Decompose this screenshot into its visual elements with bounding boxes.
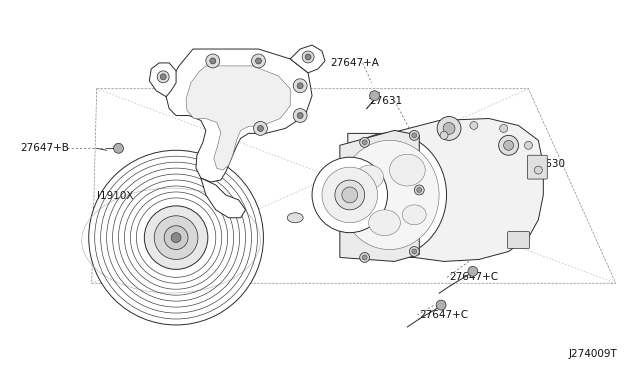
Circle shape [417, 187, 422, 192]
Circle shape [312, 157, 387, 232]
Text: 27630: 27630 [532, 159, 565, 169]
Circle shape [302, 51, 314, 63]
Circle shape [362, 255, 367, 260]
Circle shape [360, 137, 370, 147]
Circle shape [154, 216, 198, 259]
FancyBboxPatch shape [527, 155, 547, 179]
Circle shape [499, 135, 518, 155]
Circle shape [342, 187, 358, 203]
Text: 27633: 27633 [149, 228, 182, 238]
Circle shape [255, 58, 262, 64]
Circle shape [412, 249, 417, 254]
Circle shape [410, 131, 419, 140]
Ellipse shape [350, 197, 370, 213]
Circle shape [160, 74, 166, 80]
Circle shape [305, 54, 311, 60]
Circle shape [410, 247, 419, 256]
Ellipse shape [369, 210, 401, 235]
Circle shape [257, 125, 264, 131]
Circle shape [412, 133, 417, 138]
Ellipse shape [287, 213, 303, 223]
Circle shape [443, 122, 455, 134]
Circle shape [339, 198, 344, 202]
Circle shape [437, 116, 461, 140]
Text: 27647+B: 27647+B [20, 143, 69, 153]
Circle shape [362, 140, 367, 145]
Polygon shape [166, 49, 312, 182]
Circle shape [253, 122, 268, 135]
Circle shape [157, 71, 169, 83]
Circle shape [297, 83, 303, 89]
Text: J274009T: J274009T [568, 349, 617, 359]
Polygon shape [340, 131, 419, 262]
Ellipse shape [356, 165, 383, 189]
Polygon shape [348, 119, 543, 262]
Circle shape [206, 54, 220, 68]
Ellipse shape [340, 140, 439, 250]
Text: 27647+C: 27647+C [419, 310, 468, 320]
Ellipse shape [403, 205, 426, 225]
Circle shape [171, 232, 181, 243]
Ellipse shape [390, 154, 425, 186]
Circle shape [500, 125, 508, 132]
Circle shape [524, 141, 532, 149]
Circle shape [145, 206, 208, 269]
Text: 27647+C: 27647+C [449, 272, 498, 282]
Circle shape [414, 185, 424, 195]
Circle shape [436, 300, 446, 310]
Circle shape [293, 109, 307, 122]
Text: 27647+A: 27647+A [330, 58, 379, 68]
Circle shape [468, 266, 478, 276]
Circle shape [210, 58, 216, 64]
Polygon shape [149, 63, 176, 97]
Circle shape [534, 166, 542, 174]
Circle shape [337, 195, 347, 205]
Circle shape [164, 226, 188, 250]
Text: 27631: 27631 [370, 96, 403, 106]
Circle shape [504, 140, 513, 150]
Circle shape [370, 91, 380, 101]
Circle shape [252, 54, 266, 68]
Circle shape [89, 150, 264, 325]
Circle shape [360, 253, 370, 262]
Circle shape [113, 143, 124, 153]
Circle shape [293, 79, 307, 93]
Circle shape [322, 167, 378, 223]
Text: I1910X: I1910X [97, 191, 133, 201]
Circle shape [335, 180, 365, 210]
Polygon shape [186, 66, 290, 170]
Circle shape [470, 122, 478, 129]
Circle shape [440, 131, 448, 140]
Circle shape [297, 113, 303, 119]
Polygon shape [290, 45, 325, 73]
Ellipse shape [332, 133, 447, 257]
Polygon shape [201, 178, 246, 218]
FancyBboxPatch shape [508, 232, 529, 248]
